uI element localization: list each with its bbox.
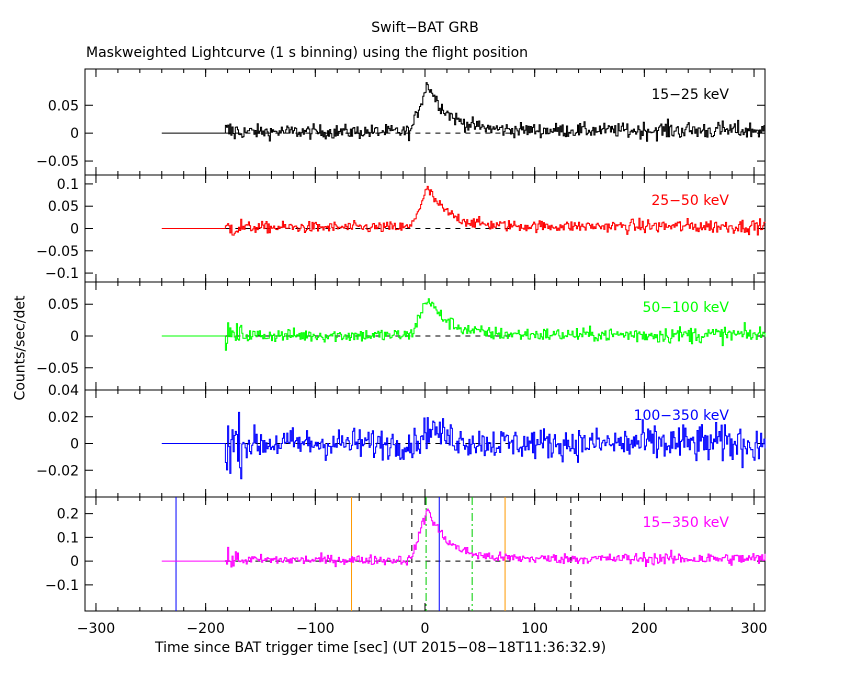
lightcurve-series bbox=[224, 411, 766, 480]
y-tick-label: 0.1 bbox=[57, 177, 79, 193]
x-tick-label: 0 bbox=[421, 621, 430, 637]
y-tick-label: 0.1 bbox=[57, 530, 79, 546]
y-tick-label: 0.2 bbox=[57, 507, 79, 523]
y-tick-label: −0.1 bbox=[45, 578, 79, 594]
x-tick-label: 100 bbox=[521, 621, 548, 637]
y-tick-label: −0.1 bbox=[45, 266, 79, 282]
lightcurve-series bbox=[224, 185, 766, 236]
x-tick-label: 200 bbox=[631, 621, 658, 637]
y-tick-label: −0.05 bbox=[36, 361, 79, 377]
y-tick-label: 0.05 bbox=[48, 297, 79, 313]
y-tick-label: 0.04 bbox=[48, 383, 79, 399]
x-tick-label: −200 bbox=[186, 621, 224, 637]
x-tick-label: 300 bbox=[741, 621, 768, 637]
y-tick-label: 0.02 bbox=[48, 410, 79, 426]
band-label: 50−100 keV bbox=[642, 300, 729, 316]
y-tick-label: −0.05 bbox=[36, 244, 79, 260]
x-tick-label: −300 bbox=[77, 621, 115, 637]
y-tick-label: 0 bbox=[70, 437, 79, 453]
band-label: 100−350 keV bbox=[634, 408, 730, 424]
lightcurve-series bbox=[224, 82, 766, 142]
y-tick-label: 0.05 bbox=[48, 199, 79, 215]
band-label: 15−25 keV bbox=[651, 87, 729, 103]
band-label: 25−50 keV bbox=[651, 193, 729, 209]
panel-frame-0 bbox=[84, 68, 766, 176]
y-tick-label: 0 bbox=[70, 126, 79, 142]
lightcurve-series bbox=[224, 298, 766, 351]
lightcurve-series bbox=[224, 508, 766, 568]
y-tick-label: −0.02 bbox=[36, 463, 79, 479]
y-tick-label: −0.05 bbox=[36, 154, 79, 170]
y-tick-label: 0.05 bbox=[48, 98, 79, 114]
band-label: 15−350 keV bbox=[642, 515, 729, 531]
y-tick-label: 0 bbox=[70, 329, 79, 345]
y-tick-label: 0 bbox=[70, 554, 79, 570]
x-tick-label: −100 bbox=[296, 621, 334, 637]
figure-title: Swift−BAT GRB bbox=[371, 20, 479, 36]
figure-subtitle: Maskweighted Lightcurve (1 s binning) us… bbox=[86, 45, 529, 61]
x-axis-label: Time since BAT trigger time [sec] (UT 20… bbox=[155, 640, 607, 656]
y-tick-label: 0 bbox=[70, 222, 79, 238]
